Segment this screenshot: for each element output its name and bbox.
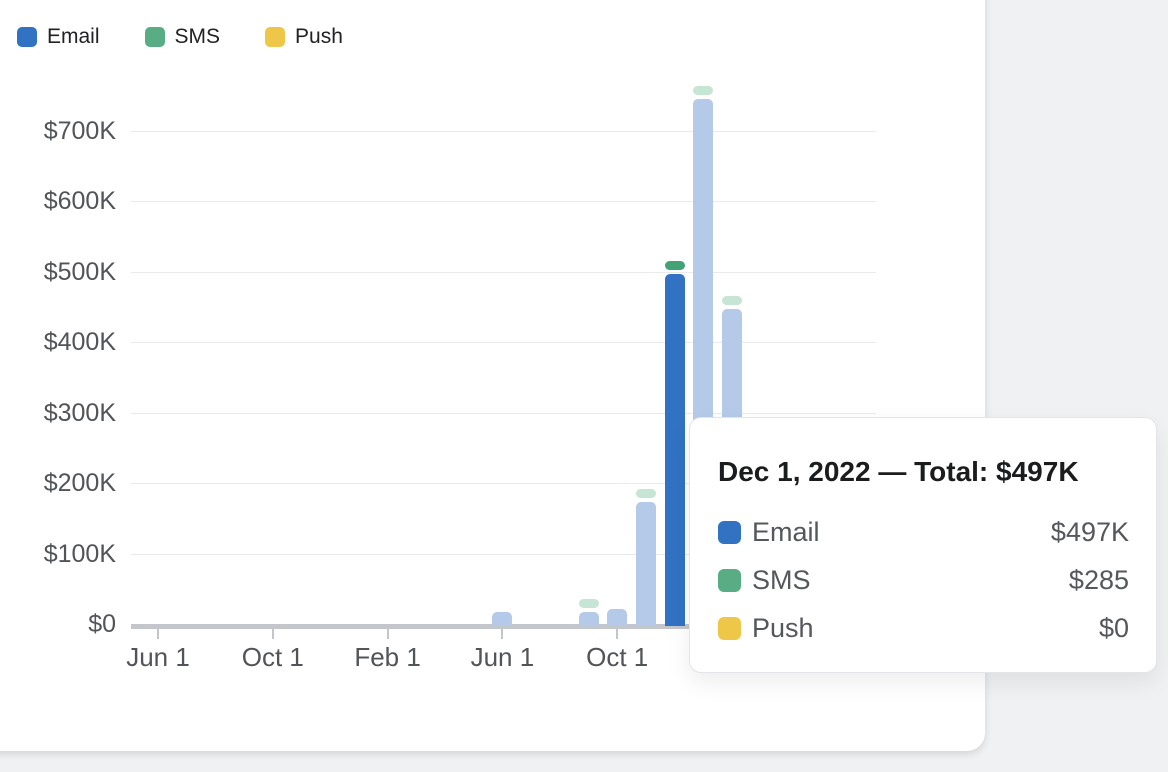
- bar-email-oct-1-2022[interactable]: [607, 609, 628, 626]
- x-axis-tick-3: [501, 629, 504, 639]
- bar-sms-cap-dec-1-2022[interactable]: [664, 260, 685, 270]
- tooltip-row-push: Push $0: [718, 604, 1129, 652]
- tooltip-value-email: $497K: [1050, 516, 1129, 547]
- x-axis-label-2: Feb 1: [354, 642, 421, 672]
- bar-sms-cap-nov-1-2022[interactable]: [635, 489, 656, 499]
- x-axis-tick-4: [616, 629, 619, 639]
- gridline-200k: [131, 483, 876, 484]
- tooltip-row-sms: SMS $285: [718, 556, 1129, 604]
- tooltip-label-push: Push: [752, 612, 814, 643]
- x-axis-label-1: Oct 1: [241, 642, 304, 672]
- x-axis-tick-0: [157, 629, 159, 639]
- gridline-600k: [131, 201, 876, 202]
- tooltip-row-email: Email $497K: [718, 508, 1129, 556]
- sms-swatch-icon: [718, 568, 741, 592]
- legend-label-sms: SMS: [174, 25, 221, 48]
- legend-label-email: Email: [47, 25, 100, 48]
- y-axis-label-500k: $500K: [43, 257, 116, 286]
- x-axis-tick-1: [271, 629, 274, 639]
- gridline-500k: [131, 271, 876, 273]
- bar-email-nov-1-2022[interactable]: [635, 502, 656, 626]
- email-swatch-icon: [718, 520, 741, 544]
- chart-tooltip: Dec 1, 2022 — Total: $497K Email $497K S…: [689, 417, 1157, 673]
- tooltip-value-sms: $285: [1068, 564, 1129, 595]
- y-axis-label-400k: $400K: [43, 328, 116, 356]
- x-axis-baseline: [131, 624, 876, 629]
- revenue-bar-chart: $700K $600K $500K $400K $300K $200K $100K $0 Jun…: [43, 85, 876, 672]
- gridline-700k: [131, 130, 876, 132]
- x-axis-tick-2: [386, 629, 389, 639]
- analytics-card: Email SMS Push $700K $600K $500K $400K $300K…: [0, 0, 985, 751]
- gridline-300k: [131, 412, 876, 414]
- bar-email-dec-1-2022[interactable]: [664, 273, 685, 626]
- gridline-400k: [131, 342, 876, 343]
- sms-swatch-icon: [144, 27, 165, 47]
- legend-item-push[interactable]: Push: [265, 26, 343, 48]
- tooltip-label-sms: SMS: [752, 564, 811, 595]
- tooltip-title: Dec 1, 2022 — Total: $497K: [718, 456, 1079, 487]
- x-axis-label-0: Jun 1: [126, 642, 190, 672]
- bar-sms-cap-feb-1-2023[interactable]: [722, 295, 742, 305]
- x-axis-label-4: Oct 1: [586, 642, 649, 672]
- legend-item-email[interactable]: Email: [17, 26, 100, 48]
- push-swatch-icon: [265, 27, 286, 47]
- bar-email-sep-1-2022[interactable]: [578, 612, 599, 626]
- y-axis-label-300k: $300K: [43, 398, 116, 427]
- tooltip-label-email: Email: [752, 516, 820, 547]
- legend-label-push: Push: [295, 25, 343, 48]
- chart-legend: Email SMS Push: [17, 26, 388, 48]
- y-axis-label-100k: $100K: [43, 539, 116, 568]
- y-axis-label-700k: $700K: [43, 116, 116, 145]
- bar-sms-cap-jan-1-2023[interactable]: [693, 85, 714, 95]
- push-swatch-icon: [718, 616, 741, 640]
- bar-email-jun-1-2022[interactable]: [492, 612, 513, 626]
- email-swatch-icon: [17, 27, 37, 47]
- tooltip-rows: Email $497K SMS $285 Push $0: [718, 508, 1129, 652]
- x-axis-label-3: Jun 1: [470, 642, 535, 672]
- legend-item-sms[interactable]: SMS: [144, 25, 221, 48]
- tooltip-value-push: $0: [1098, 612, 1129, 643]
- gridline-100k: [131, 553, 876, 555]
- y-axis-label-200k: $200K: [43, 469, 116, 497]
- y-axis-label-0k: $0: [88, 610, 116, 638]
- bar-sms-cap-sep-1-2022[interactable]: [578, 599, 599, 608]
- y-axis-label-600k: $600K: [43, 187, 116, 215]
